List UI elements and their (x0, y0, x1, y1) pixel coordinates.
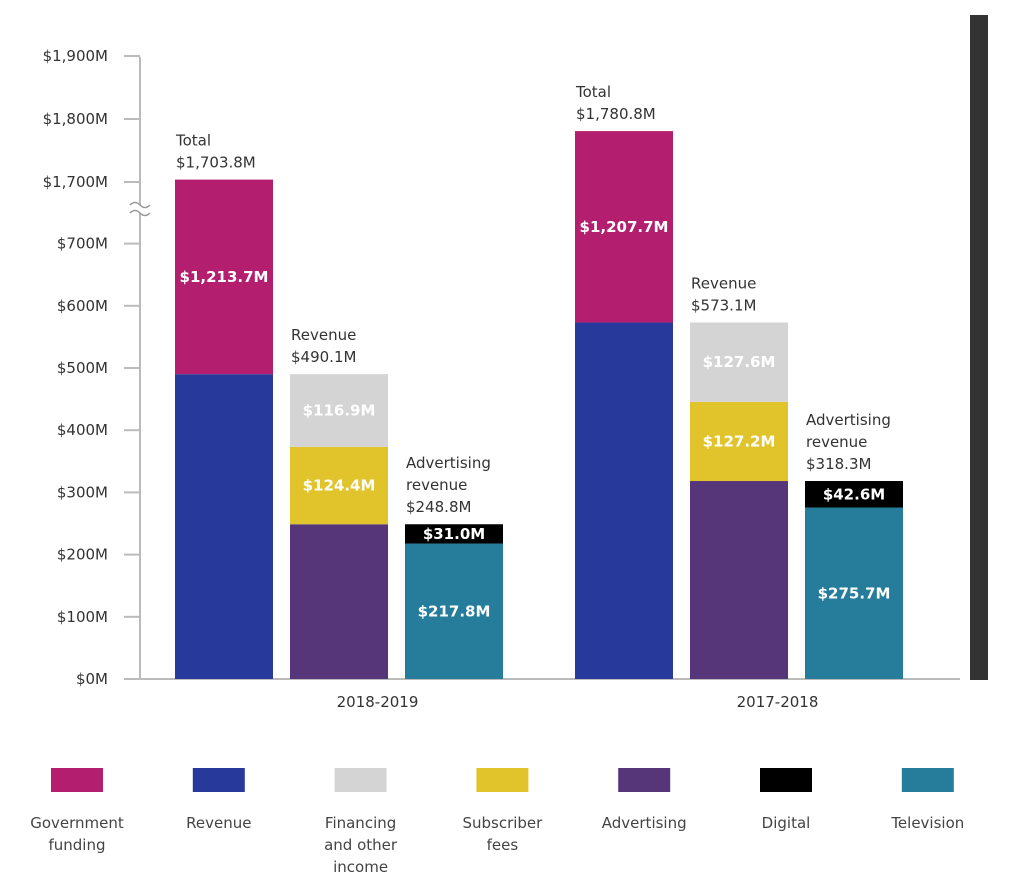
bar-annotation: Revenue (691, 275, 756, 293)
segment-label: $42.6M (823, 485, 885, 503)
bar-segment-subscriber-fees (290, 446, 388, 525)
y-tick-label: $700M (57, 235, 108, 253)
y-tick-label: $600M (57, 297, 108, 315)
legend-swatch (334, 768, 387, 792)
legend-label: Advertising (602, 814, 687, 832)
bar-segment-government-funding (575, 131, 673, 323)
segment-label: $1,207.7M (580, 218, 669, 236)
bar-segment-television (805, 507, 903, 679)
bar-annotation: Total (175, 132, 211, 150)
y-tick-label: $100M (57, 608, 108, 626)
legend-label: Television (890, 814, 964, 832)
legend-label: income (333, 858, 388, 872)
legend-label: fees (487, 836, 519, 854)
segment-label: $124.4M (303, 477, 376, 495)
legend-swatch (618, 768, 671, 792)
legend-swatch (476, 768, 529, 792)
segment-label: $1,213.7M (180, 268, 269, 286)
segment-label: $275.7M (818, 584, 891, 602)
legend-swatch (760, 768, 812, 792)
bar-segment-advertising (690, 481, 788, 679)
legend-label: Government (30, 814, 124, 832)
bar-annotation: $1,703.8M (176, 154, 256, 172)
x-category-label: 2018-2019 (337, 693, 419, 711)
right-edge-bar (970, 15, 988, 680)
bar-annotation: revenue (806, 433, 867, 451)
bar-segment-financing-and-other-income (290, 374, 388, 447)
bar-segment-digital (805, 481, 903, 508)
legend-swatch (51, 768, 103, 792)
bar-annotation: Advertising (806, 411, 891, 429)
bar-segment-revenue (175, 374, 273, 679)
y-tick-label: $0M (76, 670, 108, 688)
x-category-label: 2017-2018 (737, 693, 819, 711)
bar-segment-television (405, 543, 503, 679)
segment-label: $116.9M (303, 402, 376, 420)
y-tick-label: $1,900M (43, 47, 108, 65)
segment-label: $127.6M (703, 353, 776, 371)
y-tick-label: $300M (57, 483, 108, 501)
y-tick-label: $500M (57, 359, 108, 377)
bar-segment-financing-and-other-income (690, 322, 788, 402)
bar-annotation: $490.1M (291, 348, 356, 366)
legend-label: funding (48, 836, 105, 854)
segment-label: $217.8M (418, 602, 491, 620)
bar-annotation: $248.8M (406, 498, 471, 516)
legend-label: Digital (762, 814, 811, 832)
axis-break-icon (129, 201, 151, 217)
y-tick-label: $400M (57, 421, 108, 439)
legend-label: Revenue (186, 814, 251, 832)
legend-label: and other (324, 836, 398, 854)
segment-label: $127.2M (703, 432, 776, 450)
bar-segment-advertising (290, 524, 388, 679)
bar-annotation: $1,780.8M (576, 105, 656, 123)
bar-annotation: $573.1M (691, 297, 756, 315)
y-tick-label: $200M (57, 546, 108, 564)
bar-segment-revenue (575, 322, 673, 679)
bar-annotation: revenue (406, 476, 467, 494)
bar-segment-government-funding (175, 179, 273, 375)
legend-swatch (192, 768, 245, 792)
bar-annotation: Advertising (406, 454, 491, 472)
y-tick-label: $1,800M (43, 110, 108, 128)
legend-label: Subscriber (462, 814, 543, 832)
y-tick-label: $1,700M (43, 173, 108, 191)
bar-segment-subscriber-fees (690, 401, 788, 482)
bar-segment-digital (405, 524, 503, 544)
bar-annotation: Total (575, 83, 611, 101)
bar-annotation: $318.3M (806, 455, 871, 473)
segment-label: $31.0M (423, 525, 485, 543)
legend-label: Financing (325, 814, 396, 832)
bar-annotation: Revenue (291, 326, 356, 344)
legend-swatch (901, 768, 954, 792)
